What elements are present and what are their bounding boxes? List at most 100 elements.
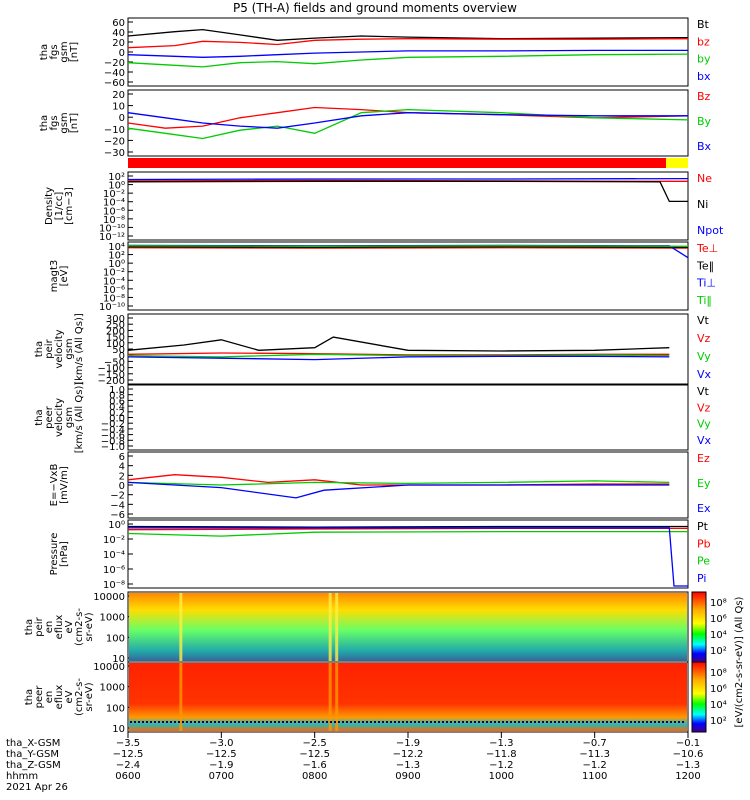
ytick-label-peer-velocity: −0.4 — [101, 425, 125, 436]
ytick-label-peir-velocity: 150 — [106, 333, 125, 344]
ytick-label-peir-eflux: 1000 — [100, 613, 125, 624]
ytick-label-fgs-gsm-dsl: −30 — [104, 148, 125, 159]
ytick-label-e-field: 4 — [119, 462, 125, 473]
ylabel-fgs-gsm: gsm — [59, 41, 70, 62]
ytick-label-peer-velocity: 0.0 — [109, 414, 125, 425]
ytick-label-density: 10⁻⁴ — [103, 198, 125, 209]
ylabel-fgs-gsm: fgs — [49, 44, 60, 59]
legend-fgs-gsm-1: bz — [697, 35, 710, 48]
spectrogram-streak-peer-eflux — [328, 663, 332, 731]
ytick-label-density: 10⁻² — [103, 189, 125, 200]
series-e-field-Ey — [127, 480, 670, 486]
legend-temperature-3: Ti‖ — [696, 294, 712, 307]
ytick-label-density: 10⁻⁶ — [103, 206, 125, 217]
legend-peer-velocity-1: Vz — [697, 401, 711, 414]
ytick-label-temperature: 10⁻⁸ — [103, 293, 125, 304]
ytick-label-peir-eflux: 10 — [112, 654, 125, 665]
ylabel-peir-eflux: eflux — [54, 615, 65, 640]
ytick-label-peer-velocity: −0.8 — [101, 436, 125, 447]
ylabel-peer-eflux: peer — [34, 685, 45, 709]
ytick-label-density: 10⁻¹² — [99, 232, 125, 243]
panel-frame-pressure — [127, 519, 689, 589]
ytick-label-pressure: 10⁰ — [108, 520, 125, 531]
ylabel-fgs-gsm-dsl: fgs — [49, 115, 60, 130]
xaxis-value: −12.5 — [299, 749, 330, 760]
legend-fgs-gsm-3: bx — [697, 70, 711, 83]
xaxis-value: −12.2 — [393, 749, 424, 760]
ytick-label-e-field: 0 — [119, 481, 125, 492]
ytick-label-peer-velocity: 0.2 — [109, 408, 125, 419]
xaxis-value: −0.1 — [676, 738, 700, 749]
ylabel-peer-eflux: en — [44, 691, 55, 704]
legend-e-field-1: Ey — [697, 477, 711, 490]
ylabel-peer-velocity: [km/s (All Qs)] — [74, 382, 85, 454]
xaxis-value: −1.3 — [396, 760, 420, 771]
xaxis-value: −2.5 — [303, 738, 327, 749]
ytick-label-peer-velocity: −0.6 — [101, 431, 125, 442]
ylabel-fgs-gsm: tha — [39, 44, 50, 60]
spectrogram-streak-peir-eflux — [179, 593, 183, 661]
xaxis-value: −11.3 — [579, 749, 610, 760]
ytick-label-peir-velocity: 0 — [119, 351, 125, 362]
legend-temperature-0: Te⊥ — [696, 242, 718, 255]
legend-peir-velocity-2: Vy — [697, 350, 711, 363]
panel-frame-fgs-gsm — [127, 17, 689, 87]
ylabel-fgs-gsm-dsl: [nT] — [69, 113, 80, 133]
colorbar-label-peir-eflux: 10⁴ — [710, 630, 727, 641]
ytick-label-peir-velocity: −50 — [104, 357, 125, 368]
ylabel-fgs-gsm: [nT] — [69, 42, 80, 62]
ylabel-peir-eflux: (cm2-s- — [74, 608, 85, 646]
colorbar-peir-eflux — [691, 591, 707, 663]
panel-frame-fgs-gsm-dsl — [127, 89, 689, 157]
series-temperature-Te‖ — [127, 246, 689, 248]
ylabel-temperature: [eV] — [59, 266, 70, 287]
ytick-label-fgs-gsm: 0 — [119, 48, 125, 59]
ylabel-peir-velocity: [km/s (All Qs)] — [74, 313, 85, 385]
xaxis-value: −1.2 — [489, 760, 513, 771]
spectrogram-streak-peer-eflux — [335, 663, 339, 731]
xaxis-row-label-1: tha_Y-GSM — [6, 749, 59, 760]
ytick-label-e-field: 2 — [119, 471, 125, 482]
ytick-label-e-field: 6 — [119, 452, 125, 463]
ylabel-peir-eflux: en — [44, 621, 55, 634]
colorbar-label-peer-eflux: 10⁸ — [710, 668, 727, 679]
ytick-label-peer-eflux: 10000 — [93, 662, 125, 673]
ytick-label-temperature: 10² — [108, 251, 125, 262]
ytick-label-peer-velocity: 0.4 — [109, 402, 125, 413]
ytick-label-peir-velocity: 250 — [106, 320, 125, 331]
ylabel-e-field: [mV/m] — [59, 466, 70, 504]
ylabel-peer-velocity: gsm — [64, 407, 75, 428]
orbit-bar-yellow — [666, 158, 688, 168]
ytick-label-peer-velocity: −0.2 — [101, 419, 125, 430]
series-pressure-Pt — [127, 525, 688, 528]
legend-fgs-gsm-dsl-2: Bx — [697, 140, 712, 153]
xaxis-value: −1.9 — [209, 760, 233, 771]
ylabel-peer-eflux: tha — [24, 689, 35, 705]
ytick-label-e-field: −2 — [110, 491, 125, 502]
ylabel-peir-eflux: tha — [24, 619, 35, 635]
xaxis-value: −1.3 — [489, 738, 513, 749]
ylabel-density: [cm−3] — [64, 187, 75, 225]
ytick-label-fgs-gsm: −20 — [104, 58, 125, 69]
ytick-label-peir-eflux: 10000 — [93, 592, 125, 603]
ytick-label-e-field: −4 — [110, 500, 125, 511]
legend-fgs-gsm-dsl-1: By — [697, 115, 712, 128]
ytick-label-density: 10⁰ — [108, 181, 125, 192]
ytick-label-density: 10⁻⁸ — [103, 215, 125, 226]
series-fgs-gsm-dsl-Bx — [127, 112, 688, 129]
ylabel-fgs-gsm-dsl: tha — [39, 115, 50, 131]
xaxis-value: −1.2 — [583, 760, 607, 771]
series-density-Npot — [127, 177, 689, 181]
colorbar-peer-eflux — [691, 661, 707, 733]
ytick-label-peir-velocity: −100 — [98, 364, 125, 375]
ytick-label-peer-eflux: 10 — [112, 724, 125, 735]
series-fgs-gsm-dsl-Bz — [127, 106, 689, 129]
ylabel-temperature: magt3 — [49, 260, 60, 293]
legend-peir-velocity-1: Vz — [697, 332, 711, 345]
colorbar-label-peer-eflux: 10² — [710, 716, 727, 727]
legend-fgs-gsm-dsl-0: Bz — [697, 90, 711, 103]
colorbar-label-peer-eflux: 10⁶ — [710, 684, 727, 695]
series-peir-velocity-Vx — [127, 355, 670, 361]
ylabel-fgs-gsm-dsl: gsm — [59, 112, 70, 133]
